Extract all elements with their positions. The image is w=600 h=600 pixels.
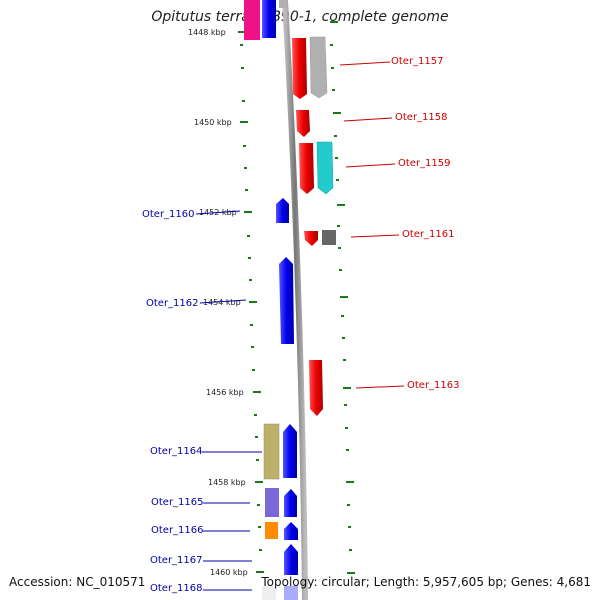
gene-oter-1164[interactable] xyxy=(283,424,297,478)
gene-oter-1159[interactable] xyxy=(299,143,314,194)
grey-feature-top[interactable] xyxy=(279,0,287,8)
kbp-label-1456: 1456 kbp xyxy=(206,388,244,397)
outer-tick-track xyxy=(330,44,352,551)
callout-line xyxy=(195,210,241,215)
kbp-label-1454: 1454 kbp xyxy=(203,298,241,307)
label-oter-1164[interactable]: Oter_1164 xyxy=(150,446,203,457)
gene-oter-1161[interactable] xyxy=(304,231,318,246)
callout-line xyxy=(339,61,391,66)
grey-gene-1157b[interactable] xyxy=(309,36,328,99)
label-oter-1157[interactable]: Oter_1157 xyxy=(391,56,444,67)
gene-oter-1168[interactable] xyxy=(284,586,298,600)
gene-oter-1167[interactable] xyxy=(284,544,298,575)
gene-oter-1158[interactable] xyxy=(296,110,310,137)
inner-tick-track xyxy=(240,44,262,551)
kbp-label-1448: 1448 kbp xyxy=(188,28,226,37)
forward-callout-lines xyxy=(339,61,405,389)
gene-oter-1165[interactable] xyxy=(284,489,297,517)
cyan-gene-1159b[interactable] xyxy=(316,141,334,195)
callout-line xyxy=(355,385,405,389)
genome-backbone xyxy=(282,0,308,600)
topology-text: Topology: circular; Length: 5,957,605 bp… xyxy=(261,575,591,589)
gene-oter-1166[interactable] xyxy=(284,522,298,540)
callout-line xyxy=(199,299,247,304)
reverse-callout-lines xyxy=(195,210,262,591)
label-oter-1168[interactable]: Oter_1168 xyxy=(150,583,203,594)
grey-feature-bottom[interactable] xyxy=(262,586,276,600)
gene-oter-1162[interactable] xyxy=(279,257,294,344)
inner-major-ticks xyxy=(238,31,264,573)
kbp-label-1450: 1450 kbp xyxy=(194,118,232,127)
label-oter-1167[interactable]: Oter_1167 xyxy=(150,555,203,566)
gene-oter-1160[interactable] xyxy=(276,198,289,223)
outer-major-ticks xyxy=(330,21,355,574)
callout-line xyxy=(350,234,400,238)
gene-oter-1157[interactable] xyxy=(292,38,307,99)
callout-line xyxy=(345,163,396,168)
purple-gene-1165b[interactable] xyxy=(265,488,279,517)
accession-text: Accession: NC_010571 xyxy=(9,575,146,589)
map-title: Opitutus terrae PB90-1, complete genome xyxy=(151,9,449,25)
label-oter-1162[interactable]: Oter_1162 xyxy=(146,298,199,309)
kbp-label-1460: 1460 kbp xyxy=(210,568,248,577)
gene-oter-1163[interactable] xyxy=(309,360,323,416)
blue-feature-top[interactable] xyxy=(262,0,276,38)
olive-gene-1164b[interactable] xyxy=(263,423,280,480)
label-oter-1160[interactable]: Oter_1160 xyxy=(142,209,195,220)
label-oter-1158[interactable]: Oter_1158 xyxy=(395,112,448,123)
kbp-label-1458: 1458 kbp xyxy=(208,478,246,487)
label-oter-1165[interactable]: Oter_1165 xyxy=(151,497,204,508)
label-oter-1161[interactable]: Oter_1161 xyxy=(402,229,455,240)
magenta-feature[interactable] xyxy=(244,0,260,40)
callout-line xyxy=(343,117,393,122)
label-oter-1163[interactable]: Oter_1163 xyxy=(407,380,460,391)
label-oter-1166[interactable]: Oter_1166 xyxy=(151,525,204,536)
label-oter-1159[interactable]: Oter_1159 xyxy=(398,158,451,169)
grey-gene-1161b[interactable] xyxy=(322,230,336,245)
orange-gene-1166b[interactable] xyxy=(265,522,278,539)
